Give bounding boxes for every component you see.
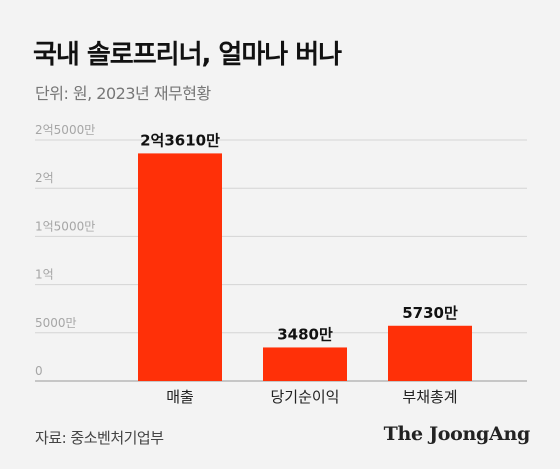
y-tick-label: 1억5000만 <box>35 219 95 233</box>
y-tick-label: 5000만 <box>35 316 77 330</box>
data-label: 5730만 <box>402 304 458 322</box>
bar <box>388 325 472 381</box>
x-tick-label: 매출 <box>166 388 194 406</box>
data-label: 3480만 <box>277 325 333 343</box>
x-tick-label: 부채총계 <box>402 388 457 406</box>
y-tick-label: 0 <box>35 364 43 378</box>
y-tick-label: 1억 <box>35 268 54 282</box>
bar <box>263 347 347 381</box>
chart-title: 국내 솔로프리너, 얼마나 버나 <box>33 40 342 70</box>
y-tick-label: 2억5000만 <box>35 123 95 137</box>
bar <box>138 153 222 381</box>
brand-logo: The JoongAng <box>383 423 531 445</box>
data-label: 2억3610만 <box>140 131 220 149</box>
chart-subtitle: 단위: 원, 2023년 재무현황 <box>35 84 211 103</box>
x-tick-label: 당기순이익 <box>270 388 339 406</box>
y-tick-label: 2억 <box>35 171 54 185</box>
source-note: 자료: 중소벤처기업부 <box>35 429 164 447</box>
